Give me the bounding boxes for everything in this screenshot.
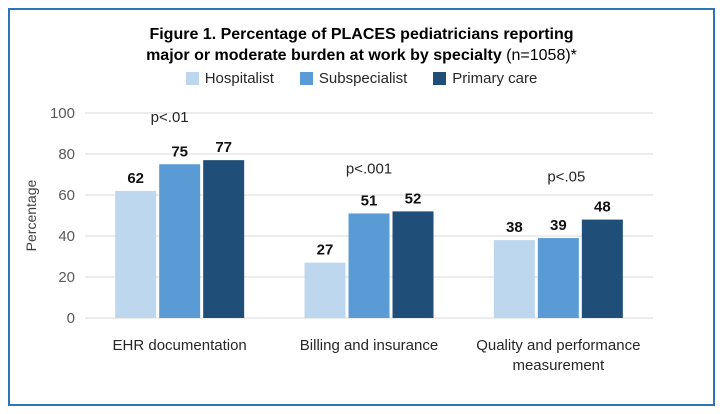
y-tick-label: 100 <box>50 105 75 122</box>
p-value-label: p<.05 <box>547 169 585 186</box>
y-tick-label: 20 <box>58 269 75 286</box>
p-value-label: p<.01 <box>151 109 189 126</box>
bar-value-label: 27 <box>317 242 334 259</box>
legend-label-subspecialist: Subspecialist <box>318 70 408 87</box>
bar-value-label: 39 <box>550 217 567 234</box>
bar-value-label: 77 <box>215 139 232 156</box>
bar-primary-care-3 <box>581 219 623 318</box>
bar-hospitalist-2 <box>304 262 346 318</box>
bar-subspecialist-2 <box>348 213 390 318</box>
p-value-label: p<.001 <box>346 160 392 177</box>
legend-label-primary-care: Primary care <box>452 70 538 87</box>
bar-value-label: 48 <box>594 199 611 216</box>
y-tick-label: 80 <box>58 146 75 163</box>
bar-value-label: 75 <box>171 143 188 160</box>
bar-hospitalist-3 <box>493 240 535 318</box>
y-tick-label: 60 <box>58 187 75 204</box>
bar-hospitalist-1 <box>115 190 157 318</box>
legend-item-primary-care: Primary care <box>433 70 537 87</box>
chart-title: Figure 1. Percentage of PLACES pediatric… <box>0 24 723 66</box>
bar-primary-care-1 <box>203 160 245 318</box>
bar-value-label: 52 <box>405 190 422 207</box>
x-category-label: Billing and insurance <box>299 337 439 354</box>
y-tick-label: 0 <box>67 310 75 327</box>
legend-swatch-subspecialist <box>299 72 313 85</box>
chart-legend: Hospitalist Subspecialist Primary care <box>0 70 723 87</box>
x-category-label: Quality and performance measurement <box>476 337 641 374</box>
chart-title-line1: Figure 1. Percentage of PLACES pediatric… <box>149 26 574 43</box>
legend-label-hospitalist: Hospitalist <box>204 70 274 87</box>
legend-swatch-primary-care <box>433 72 447 85</box>
bar-value-label: 51 <box>361 192 378 209</box>
bar-primary-care-2 <box>392 211 434 318</box>
legend-item-subspecialist: Subspecialist <box>299 70 408 87</box>
bar-subspecialist-1 <box>159 164 201 318</box>
legend-swatch-hospitalist <box>185 72 199 85</box>
bar-subspecialist-3 <box>537 238 579 318</box>
legend-item-hospitalist: Hospitalist <box>185 70 274 87</box>
y-axis-title: Percentage <box>23 179 39 251</box>
chart-title-line2: major or moderate burden at work by spec… <box>146 47 577 64</box>
bar-value-label: 38 <box>506 219 523 236</box>
bar-value-label: 62 <box>127 170 144 187</box>
x-category-label: EHR documentation <box>112 337 247 354</box>
y-tick-label: 40 <box>58 228 75 245</box>
